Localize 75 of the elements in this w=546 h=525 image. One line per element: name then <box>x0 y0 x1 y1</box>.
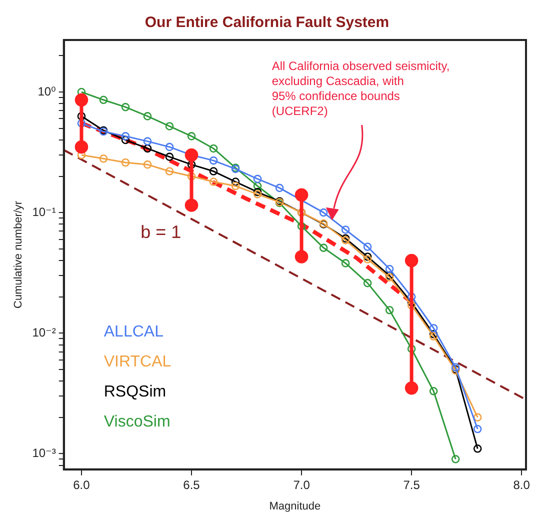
point <box>363 255 372 264</box>
point <box>99 96 108 104</box>
x-tick-label: 6.0 <box>73 478 90 492</box>
point <box>407 301 416 310</box>
point <box>74 93 88 107</box>
point <box>385 264 394 274</box>
text: ALLCAL <box>104 323 164 340</box>
point <box>143 137 152 146</box>
point <box>99 154 108 163</box>
point <box>165 152 174 161</box>
y-axis-title: Cumulative number/yr <box>12 200 25 308</box>
point <box>363 278 372 288</box>
point <box>121 136 130 144</box>
x-tick-label: 8.0 <box>513 478 530 492</box>
point <box>209 144 218 153</box>
point <box>74 140 88 154</box>
point <box>473 424 482 434</box>
point <box>187 172 196 180</box>
point <box>209 167 218 176</box>
y-tick-label: 10⁻³ <box>32 446 56 460</box>
text: RSQSim <box>104 383 166 400</box>
point <box>451 455 460 464</box>
point <box>143 112 152 120</box>
point <box>209 156 218 165</box>
x-tick-label: 7.5 <box>403 478 420 492</box>
point <box>473 413 482 422</box>
y-tick-label: 10⁰ <box>38 84 56 98</box>
point <box>341 259 350 268</box>
text: ViscoSim <box>104 413 170 430</box>
point <box>253 190 262 198</box>
point <box>184 148 198 162</box>
point <box>319 208 328 217</box>
point <box>473 444 482 453</box>
point <box>404 254 418 268</box>
point <box>341 226 350 234</box>
point <box>451 363 460 372</box>
y-tick-label: 10⁻² <box>32 325 56 340</box>
point <box>429 324 438 332</box>
point <box>253 182 262 190</box>
point <box>363 252 372 261</box>
point <box>363 242 372 251</box>
point <box>165 167 174 176</box>
point <box>407 344 416 354</box>
point <box>253 174 262 184</box>
chart-title: Our Entire California Fault System <box>144 14 390 32</box>
point <box>294 188 308 202</box>
x-tick-label: 6.5 <box>183 478 200 492</box>
point <box>253 188 262 196</box>
point <box>143 144 152 153</box>
point <box>165 142 174 152</box>
point <box>143 160 152 169</box>
y-tick-label: 10⁻¹ <box>32 204 56 219</box>
point <box>121 102 130 112</box>
point <box>231 178 240 186</box>
text: VIRTCAL <box>104 353 172 370</box>
point <box>121 158 130 167</box>
point <box>319 244 328 252</box>
point <box>165 122 174 130</box>
annotation: b = 1 <box>140 222 182 242</box>
point <box>209 178 218 186</box>
point <box>429 386 438 396</box>
point <box>404 381 418 395</box>
annotation: All California observed seismicity, excluding Cascadia, with 95% confidence bounds (UCERF2) <box>272 59 450 118</box>
x-tick-label: 7.0 <box>293 478 310 492</box>
point <box>231 182 240 190</box>
point <box>187 160 196 169</box>
point <box>275 184 284 192</box>
point <box>121 132 130 140</box>
x-axis-title: Magnitude <box>269 500 321 512</box>
point <box>187 132 196 140</box>
point <box>294 250 308 264</box>
point <box>184 198 198 212</box>
point <box>407 292 416 301</box>
point <box>385 306 394 314</box>
point <box>297 222 306 230</box>
